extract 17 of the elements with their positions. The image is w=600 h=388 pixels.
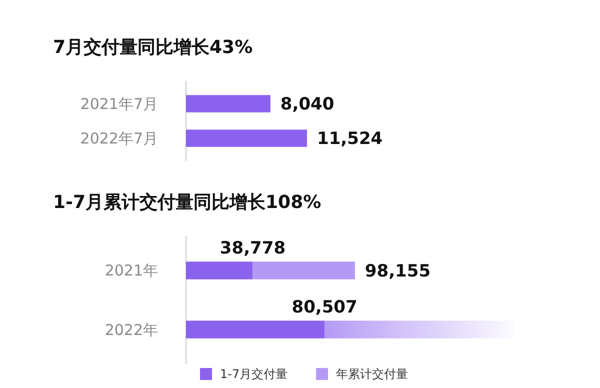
y-tick-label: 2022年 (104, 320, 158, 339)
data-label: 8,040 (280, 94, 334, 115)
bar (186, 262, 253, 280)
legend-label: 1-7月交付量 (220, 367, 288, 382)
total-label: 98,155 (364, 261, 431, 282)
y-tick-label: 2021年7月 (80, 94, 158, 113)
y-tick-label: 2022年7月 (80, 130, 158, 148)
y-tick-label: 2021年 (104, 262, 158, 280)
bar (186, 320, 325, 338)
bar (324, 320, 513, 338)
data-label: 38,778 (220, 238, 286, 259)
bar (252, 262, 355, 280)
data-label: 80,507 (292, 298, 358, 318)
legend-label: 年累计交付量 (336, 367, 408, 382)
data-label: 11,524 (317, 129, 383, 150)
chart-title: 7月交付量同比增长43% (53, 37, 253, 58)
chart-title: 1-7月累计交付量同比增长108% (53, 192, 322, 213)
